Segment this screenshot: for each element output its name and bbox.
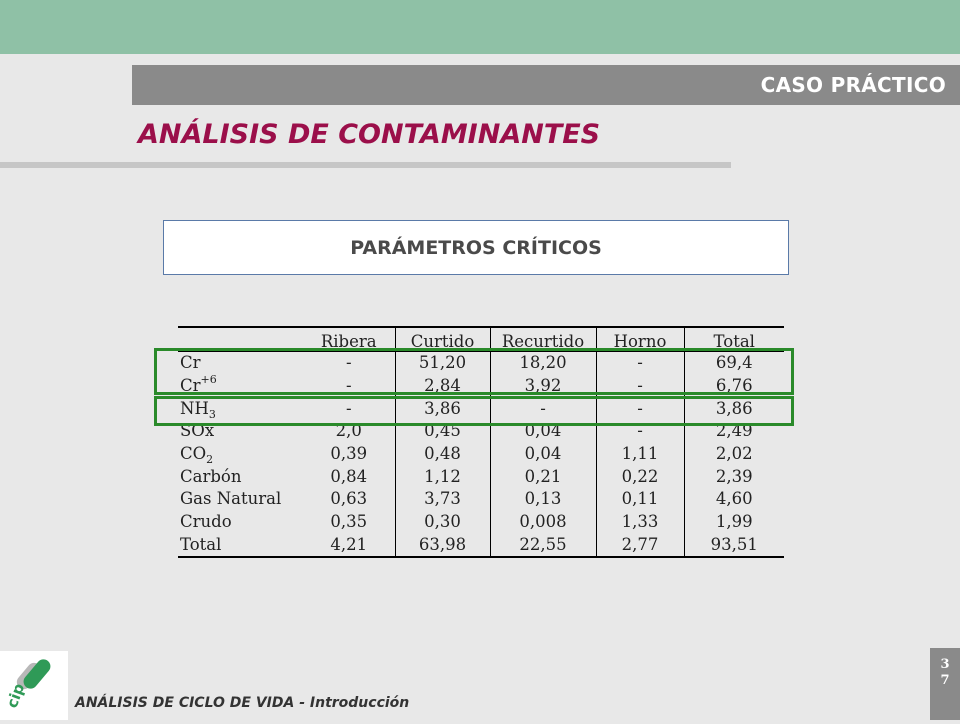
table-cell: 0,22 — [595, 465, 684, 489]
pollutants-table: Ribera Curtido Recurtido Horno Total Cr -… — [178, 326, 784, 559]
section-bar: CASO PRÁCTICO — [132, 65, 960, 105]
table-cell: 4,21 — [303, 533, 395, 559]
table-row: Total 4,21 63,98 22,55 2,77 93,51 — [178, 533, 784, 559]
page-number-digit: 7 — [940, 673, 950, 688]
table-cell: 3,73 — [394, 488, 490, 511]
table-cell: 0,13 — [489, 488, 596, 511]
table-row: Carbón 0,84 1,12 0,21 0,22 2,39 — [178, 465, 784, 489]
parameters-heading: PARÁMETROS CRÍTICOS — [350, 236, 602, 259]
page-number-digit: 3 — [940, 657, 950, 672]
table-cell: - — [489, 397, 596, 421]
column-header — [178, 326, 303, 352]
row-label-text: Gas Natural — [180, 489, 282, 509]
table-cell: 2,77 — [595, 533, 684, 559]
table-cell: 0,30 — [394, 510, 490, 534]
table-row: Crudo 0,35 0,30 0,008 1,33 1,99 — [178, 510, 784, 534]
table-cell: 2,02 — [683, 442, 784, 466]
table-cell: 0,84 — [330, 466, 368, 486]
table-row: CO2 0,39 0,48 0,04 1,11 2,02 — [178, 442, 784, 466]
row-label-text: Cr — [180, 353, 201, 373]
row-label-subscript: 3 — [208, 407, 216, 421]
row-label-text: Carbón — [180, 466, 242, 486]
footer-text: ANÁLISIS DE CICLO DE VIDA - Introducción — [75, 695, 410, 711]
page-title: ANÁLISIS DE CONTAMINANTES — [138, 119, 601, 150]
table-cell: 3,86 — [394, 397, 490, 421]
table-cell: 0,35 — [330, 512, 368, 532]
table-cell: 2,84 — [394, 374, 490, 398]
table-cell: - — [345, 398, 352, 418]
top-band — [0, 0, 960, 54]
table-cell: 0,008 — [489, 510, 596, 534]
table-cell: 63,98 — [394, 533, 490, 559]
table-cell: 1,33 — [595, 510, 684, 534]
table-cell: 22,55 — [489, 533, 596, 559]
row-label: Gas Natural — [178, 488, 303, 511]
table-cell: 3,86 — [683, 397, 784, 421]
logo-graphic: cip — [3, 659, 51, 710]
column-header: Ribera — [303, 326, 395, 352]
row-label-text: SOx — [180, 421, 215, 441]
row-label: Crudo — [178, 511, 303, 534]
row-label: NH3 — [178, 397, 303, 420]
table-cell: - — [345, 376, 352, 396]
table-cell: 69,4 — [683, 351, 784, 375]
table-cell: 0,39 — [330, 444, 368, 464]
table-row: Cr -51,20 18,20-69,4 — [178, 351, 784, 375]
table-cell: - — [595, 397, 684, 421]
table-cell: 3,92 — [489, 374, 596, 398]
table-row: Cr+6-2,84 3,92-6,76 — [178, 373, 784, 398]
table-cell: 0,63 — [330, 489, 368, 509]
row-label: SOx — [178, 420, 303, 443]
table-cell: 2,0 — [335, 421, 362, 441]
row-label-superscript: +6 — [200, 373, 217, 387]
row-label-text: Cr — [180, 376, 201, 396]
row-label: Cr — [178, 352, 303, 375]
column-header: Recurtido — [489, 326, 596, 352]
table-cell: 93,51 — [683, 533, 784, 559]
table-cell: 51,20 — [394, 351, 490, 375]
table-cell: 0,21 — [489, 465, 596, 489]
column-header: Curtido — [394, 326, 490, 352]
row-label-text: Crudo — [180, 512, 232, 532]
table-cell: 4,60 — [683, 488, 784, 511]
highlight-ammonia-row — [154, 396, 794, 426]
table-cell: 6,76 — [683, 374, 784, 398]
row-label: CO2 — [178, 443, 303, 466]
row-label: Cr+6 — [178, 373, 303, 398]
page-number: 3 7 — [930, 648, 960, 720]
column-header: Total — [683, 326, 784, 352]
row-label-subscript: 2 — [206, 453, 214, 467]
row-label-text: NH — [180, 398, 209, 418]
parameters-box: PARÁMETROS CRÍTICOS — [163, 220, 789, 275]
table-cell: 1,11 — [595, 442, 684, 466]
highlight-chromium-rows — [154, 348, 794, 395]
table-cell: - — [345, 353, 352, 373]
table-cell: 1,99 — [683, 510, 784, 534]
table-cell: 0,04 — [489, 442, 596, 466]
table-cell: - — [595, 374, 684, 398]
section-label: CASO PRÁCTICO — [760, 73, 946, 97]
table-cell: 2,39 — [683, 465, 784, 489]
table-cell: 1,12 — [394, 465, 490, 489]
row-label: Total — [178, 533, 303, 559]
row-label-text: Total — [180, 534, 222, 554]
cip-logo: cip — [0, 651, 68, 720]
column-header: Horno — [595, 326, 684, 352]
table-cell: 18,20 — [489, 351, 596, 375]
table-cell: - — [595, 351, 684, 375]
title-underline — [0, 162, 731, 168]
table-row: Gas Natural 0,63 3,73 0,13 0,11 4,60 — [178, 488, 784, 511]
table-cell: 0,11 — [595, 488, 684, 511]
row-label-text: CO — [180, 444, 207, 464]
table-header-row: Ribera Curtido Recurtido Horno Total — [178, 326, 784, 352]
row-label: Carbón — [178, 465, 303, 488]
table-row: NH3-3,86- -3,86 — [178, 397, 784, 421]
table-cell: 0,48 — [394, 442, 490, 466]
